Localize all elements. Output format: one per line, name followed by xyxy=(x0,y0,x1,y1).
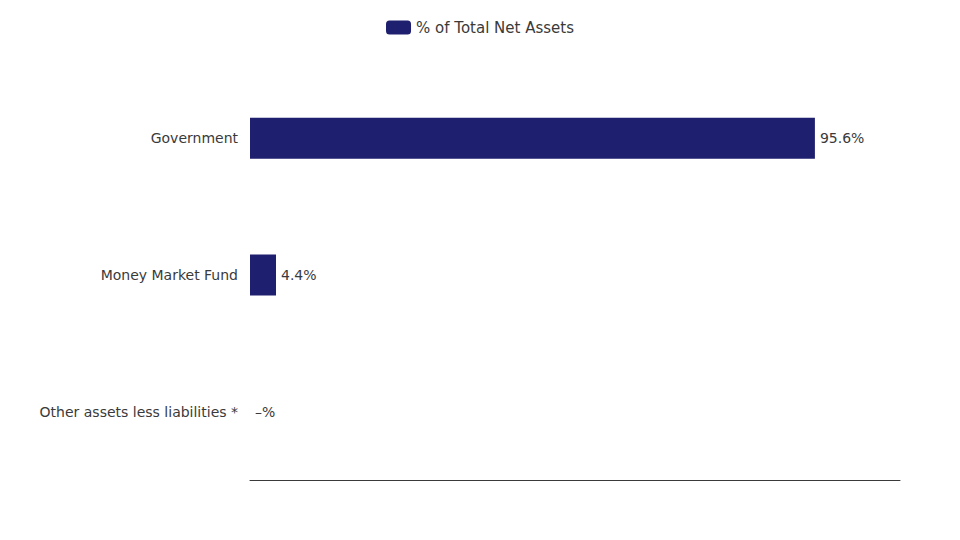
svg-text:Money Market Fund: Money Market Fund xyxy=(101,267,238,283)
svg-text:Other assets less liabilities: Other assets less liabilities * xyxy=(40,404,238,420)
svg-text:% of Total Net Assets: % of Total Net Assets xyxy=(416,19,574,37)
svg-text:Government: Government xyxy=(151,130,239,146)
svg-text:95.6%: 95.6% xyxy=(820,130,864,146)
svg-text:4.4%: 4.4% xyxy=(281,267,317,283)
svg-text:–%: –% xyxy=(255,404,275,420)
